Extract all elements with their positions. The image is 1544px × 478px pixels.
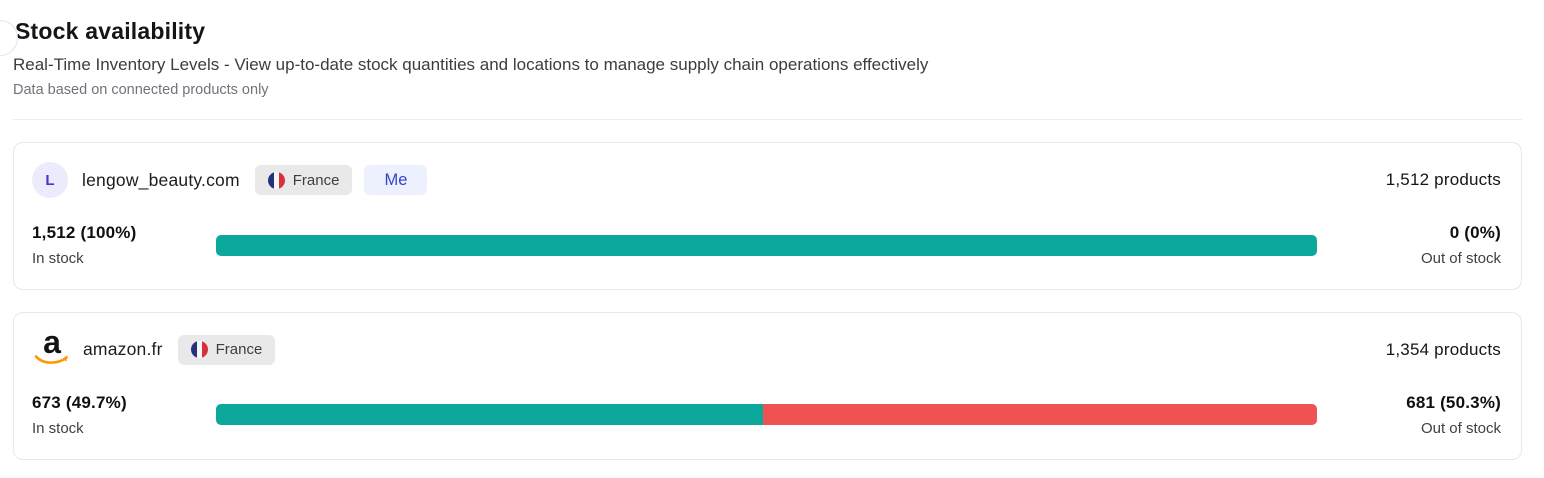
out-of-stock-bar-segment[interactable] <box>763 404 1317 426</box>
divider <box>13 119 1522 120</box>
channel-card-lengow: L lengow_beauty.com France Me 1,512 prod… <box>13 142 1522 290</box>
channel-card-header: a amazon.fr France 1,354 products <box>32 326 1501 368</box>
products-count: 1,354 products <box>1385 339 1501 359</box>
country-label: France <box>292 171 340 189</box>
out-of-stock-value: 681 (50.3%) <box>1406 392 1501 412</box>
country-label: France <box>215 341 263 359</box>
in-stock-stat: 673 (49.7%) In stock <box>32 393 216 437</box>
in-stock-bar-segment[interactable] <box>216 404 764 426</box>
in-stock-value: 673 (49.7%) <box>32 392 127 412</box>
stock-stats-row: 1,512 (100%) In stock 0 (0%) Out of stoc… <box>32 223 1501 267</box>
amazon-logo-icon: a <box>32 326 72 366</box>
stock-bar <box>216 404 1317 426</box>
channel-name: lengow_beauty.com <box>82 169 240 190</box>
me-badge: Me <box>364 165 428 195</box>
in-stock-value: 1,512 (100%) <box>32 223 137 242</box>
channel-card-header: L lengow_beauty.com France Me 1,512 prod… <box>32 162 1501 198</box>
in-stock-bar-segment[interactable] <box>216 234 1317 256</box>
stock-availability-panel: Stock availability Real-Time Inventory L… <box>0 18 1522 460</box>
products-count: 1,512 products <box>1385 170 1501 189</box>
country-badge: France <box>177 334 276 365</box>
channel-avatar: L <box>32 162 68 198</box>
page-note: Data based on connected products only <box>13 82 269 98</box>
out-of-stock-value: 0 (0%) <box>1449 223 1501 242</box>
in-stock-stat: 1,512 (100%) In stock <box>32 223 216 267</box>
out-of-stock-label: Out of stock <box>1420 419 1501 437</box>
page-title: Stock availability <box>15 18 206 44</box>
france-flag-icon <box>267 171 285 189</box>
out-of-stock-stat: 681 (50.3%) Out of stock <box>1327 393 1501 437</box>
france-flag-icon <box>190 341 208 359</box>
out-of-stock-stat: 0 (0%) Out of stock <box>1327 223 1501 267</box>
in-stock-label: In stock <box>32 419 84 437</box>
in-stock-label: In stock <box>32 250 84 267</box>
channel-card-amazon: a amazon.fr France 1,354 products 673 (4… <box>13 312 1522 460</box>
stock-stats-row: 673 (49.7%) In stock 681 (50.3%) Out of … <box>32 393 1501 437</box>
out-of-stock-label: Out of stock <box>1420 250 1501 267</box>
stock-bar <box>216 234 1317 256</box>
channel-name: amazon.fr <box>83 339 163 360</box>
country-badge: France <box>254 165 353 195</box>
page-subtitle: Real-Time Inventory Levels - View up-to-… <box>13 55 929 74</box>
